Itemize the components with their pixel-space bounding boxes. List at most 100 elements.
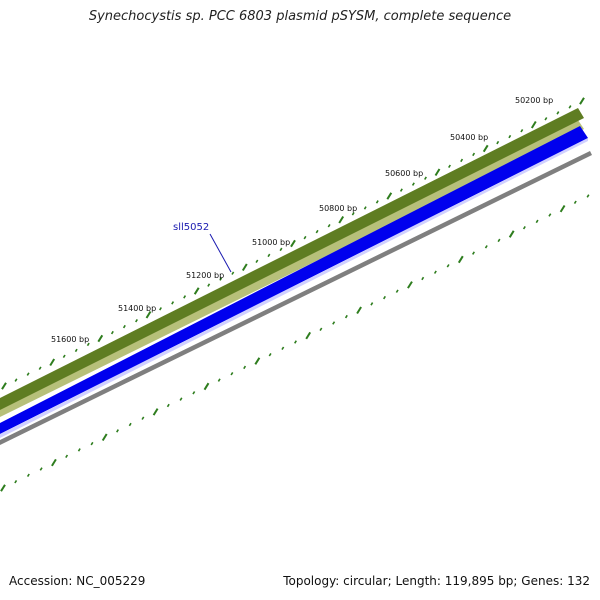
inner-tick-mark (522, 225, 526, 230)
inner-tick-mark (433, 270, 437, 274)
inner-tick-mark (77, 448, 81, 452)
tick-label-50800: 50800 bp (319, 204, 357, 213)
outer-tick-mark (399, 188, 403, 192)
outer-tick-mark (62, 354, 66, 359)
tick-label-51600: 51600 bp (51, 335, 89, 344)
inner-tick-mark (179, 397, 183, 401)
inner-tick-mark (217, 378, 221, 382)
inner-tick-mark (141, 416, 145, 420)
forward-track-bar (0, 108, 584, 410)
inner-tick-ring (0, 194, 590, 492)
inner-tick-mark (116, 429, 119, 433)
outer-tick-mark (411, 182, 415, 186)
outer-tick-mark (145, 310, 152, 319)
outer-tick-mark (231, 271, 235, 275)
gene-label-leader-line (209, 233, 232, 273)
forward-track-shadow (0, 120, 584, 417)
inner-tick-mark (548, 213, 552, 217)
outer-tick-mark (241, 263, 248, 272)
inner-tick-mark (508, 230, 515, 238)
outer-tick-mark (26, 372, 30, 376)
accession-label: Accession: (9, 574, 73, 588)
outer-tick-mark (159, 307, 162, 311)
inner-tick-mark (14, 479, 18, 484)
inner-tick-mark (332, 321, 336, 325)
inner-tick-mark (101, 433, 108, 442)
genes-label: Genes: (521, 574, 564, 588)
outer-tick-mark (327, 223, 331, 228)
outer-tick-mark (122, 324, 126, 329)
length-value: 119,895 bp (444, 574, 514, 588)
tick-label-51000: 51000 bp (252, 238, 290, 247)
inner-tick-mark (268, 352, 272, 357)
inner-tick-mark (230, 371, 234, 376)
outer-tick-mark (448, 164, 451, 169)
map-title: Synechocystis sp. PCC 6803 plasmid pSYSM… (88, 9, 512, 24)
outer-tick-mark (375, 200, 379, 204)
topology-value: circular (343, 574, 388, 588)
outer-tick-mark (544, 117, 548, 121)
outer-tick-mark (363, 206, 367, 210)
inner-tick-mark (166, 403, 170, 408)
accession-value: NC_005229 (76, 574, 146, 588)
tick-label-50400: 50400 bp (450, 133, 488, 142)
inner-tick-mark (128, 422, 132, 427)
outer-tick-mark (303, 235, 307, 240)
outer-tick-mark (135, 318, 138, 323)
inner-tick-mark (457, 255, 464, 264)
outer-tick-mark (86, 342, 90, 347)
outer-tick-mark (171, 301, 175, 305)
gene-label-sll5052[interactable]: sll5052 (173, 222, 232, 273)
outer-tick-mark (351, 212, 355, 216)
outer-tick-mark (460, 158, 464, 163)
inner-tick-mark (472, 251, 475, 255)
inner-tick-mark (243, 365, 247, 370)
reverse-genes-track[interactable] (0, 126, 588, 438)
outer-tick-mark (520, 128, 524, 133)
outer-tick-mark (14, 378, 18, 382)
bp-tick-labels: 50200 bp 50400 bp 50600 bp 50800 bp 5100… (51, 96, 553, 344)
inner-tick-mark (407, 281, 413, 289)
topology-label: Topology: (283, 574, 340, 588)
reverse-track-edge (0, 138, 588, 438)
inner-tick-mark (484, 245, 488, 249)
inner-tick-mark (39, 467, 43, 471)
inner-tick-mark (344, 314, 348, 319)
outer-tick-mark (267, 253, 271, 258)
outer-tick-mark (1, 382, 7, 390)
outer-tick-mark (434, 168, 441, 177)
tick-label-50600: 50600 bp (385, 169, 423, 178)
inner-tick-mark (152, 408, 159, 416)
inner-tick-mark (370, 302, 374, 306)
outer-tick-mark (496, 140, 500, 145)
inner-tick-mark (281, 346, 285, 351)
outer-tick-mark (193, 287, 200, 295)
outer-tick-mark (472, 152, 476, 157)
inner-tick-mark (446, 264, 450, 268)
outer-tick-mark (97, 334, 104, 343)
inner-tick-mark (51, 458, 57, 467)
outer-tick-mark (424, 176, 427, 180)
outer-tick-ring (1, 97, 585, 390)
outer-tick-mark (279, 247, 283, 252)
backbone-track (0, 151, 592, 445)
outer-tick-mark (568, 105, 572, 109)
separator: ; (387, 574, 392, 588)
outer-tick-mark (290, 239, 296, 248)
inner-tick-mark (305, 331, 312, 340)
inner-tick-mark (395, 289, 399, 293)
outer-tick-mark (49, 358, 56, 367)
length-label: Length: (395, 574, 441, 588)
tick-label-51400: 51400 bp (118, 304, 156, 313)
outer-tick-mark (338, 215, 345, 224)
inner-tick-mark (586, 194, 590, 198)
outer-tick-mark (386, 192, 393, 200)
outer-tick-mark (315, 229, 319, 234)
inner-tick-mark (0, 484, 6, 492)
forward-genes-track[interactable] (0, 108, 584, 417)
genes-value: 132 (567, 574, 590, 588)
gene-label-text: sll5052 (173, 222, 209, 233)
inner-tick-mark (383, 295, 386, 300)
tick-label-50200: 50200 bp (515, 96, 553, 105)
